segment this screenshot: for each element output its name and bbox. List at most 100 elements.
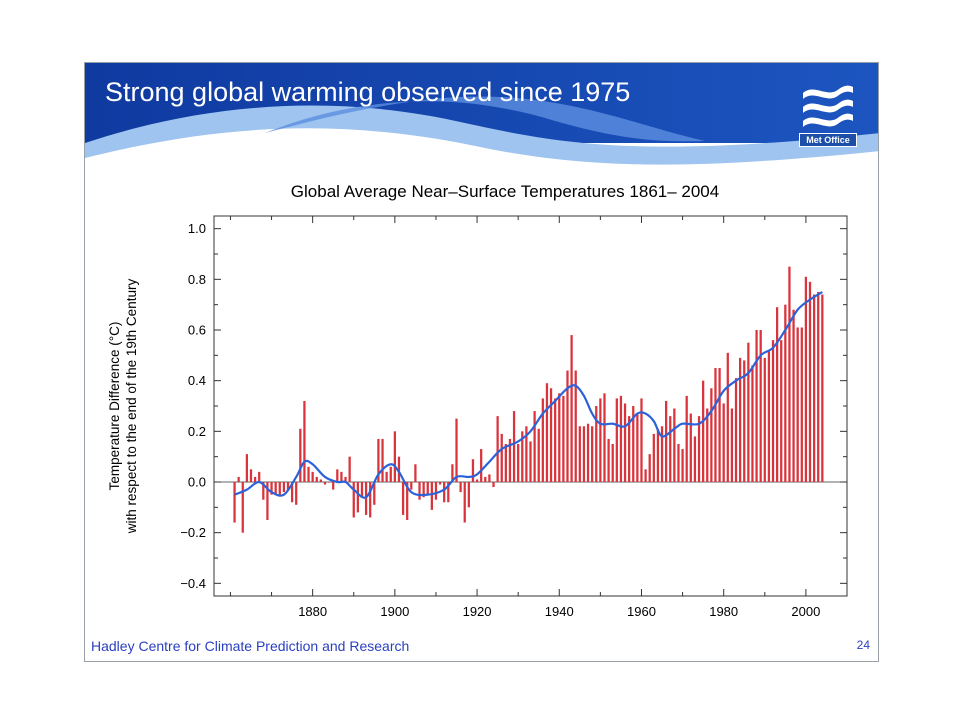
bar <box>549 388 553 482</box>
page-number: 24 <box>856 638 870 652</box>
bar <box>739 357 742 482</box>
bar <box>393 431 396 482</box>
y-tick-label: 0.2 <box>188 424 206 439</box>
bar <box>410 482 413 490</box>
bar <box>290 482 294 503</box>
bar <box>434 482 438 500</box>
bar <box>541 398 544 482</box>
bar <box>780 340 783 482</box>
bar <box>323 482 327 485</box>
x-tick-label: 1880 <box>298 604 327 619</box>
bar <box>389 466 392 482</box>
bar <box>792 309 795 482</box>
bar <box>681 449 684 482</box>
bar <box>578 426 581 482</box>
bar <box>644 469 647 482</box>
x-tick-label: 1940 <box>545 604 574 619</box>
bar <box>295 482 298 505</box>
x-tick-label: 1960 <box>627 604 656 619</box>
bar <box>369 482 372 518</box>
y-axis: −0.4 −0.2 0.0 0.2 0.4 0.6 0.8 1.0 <box>180 221 847 591</box>
bar <box>714 368 717 482</box>
bar <box>418 482 421 500</box>
y-tick-label: 0.4 <box>188 373 206 388</box>
bar <box>447 482 450 503</box>
bar <box>730 408 734 482</box>
bar <box>327 482 331 483</box>
bar <box>603 393 606 482</box>
bar <box>570 335 573 482</box>
bar <box>751 365 754 482</box>
x-tick-label: 1920 <box>463 604 492 619</box>
bar <box>332 482 335 490</box>
bar <box>767 350 771 482</box>
bar <box>665 400 668 482</box>
bar <box>788 266 791 482</box>
bar <box>759 330 762 482</box>
bar <box>344 476 347 482</box>
met-office-waves-icon <box>803 85 853 127</box>
bar <box>656 428 660 482</box>
bar <box>356 482 359 513</box>
bar <box>554 398 557 482</box>
bar <box>488 474 491 482</box>
bar <box>636 413 639 482</box>
bar <box>463 482 466 523</box>
bar <box>652 433 655 482</box>
bar <box>249 469 253 482</box>
y-tick-label: 0.6 <box>188 323 206 338</box>
title-banner <box>85 63 878 173</box>
bar <box>775 307 779 482</box>
bar <box>710 388 713 482</box>
bar <box>755 330 758 482</box>
bar <box>422 482 425 498</box>
x-tick-label: 1900 <box>380 604 409 619</box>
bar <box>455 418 458 482</box>
bar <box>685 395 688 482</box>
bar <box>282 482 286 493</box>
bar <box>475 479 479 482</box>
bar <box>278 482 281 495</box>
bar <box>414 464 417 482</box>
bar <box>340 471 343 482</box>
bar <box>360 482 364 498</box>
bar <box>800 327 803 482</box>
bar <box>299 428 302 482</box>
temperature-chart: Global Average Near–Surface Temperatures… <box>107 182 848 619</box>
y-axis-label-line2: with respect to the end of the 19th Cent… <box>124 279 139 535</box>
bar <box>270 482 273 495</box>
bar <box>245 454 249 482</box>
bar <box>623 403 627 482</box>
bar <box>812 294 816 482</box>
bar <box>529 441 532 482</box>
bar <box>591 426 594 482</box>
bar <box>615 398 618 482</box>
bar <box>743 360 746 482</box>
logo-wave-2 <box>803 99 853 113</box>
bar-series <box>233 266 824 533</box>
bar <box>467 482 470 508</box>
logo-wave-3 <box>803 113 853 127</box>
bar <box>315 476 318 482</box>
bar <box>566 370 569 482</box>
bar <box>373 482 376 505</box>
bar <box>640 398 643 482</box>
bar <box>784 304 787 482</box>
bar <box>660 426 664 482</box>
chart-title: Global Average Near–Surface Temperatures… <box>291 182 719 201</box>
bar <box>241 482 244 533</box>
bar <box>426 482 429 495</box>
bar <box>586 423 590 482</box>
bar <box>632 406 635 482</box>
bar <box>253 476 257 482</box>
bar <box>817 292 820 482</box>
bar <box>500 433 503 482</box>
bar <box>471 459 475 482</box>
bar <box>611 444 614 482</box>
bar <box>504 444 507 482</box>
y-tick-label: 0.0 <box>188 475 206 490</box>
bar <box>352 482 355 518</box>
bar <box>492 482 495 488</box>
bar <box>562 395 565 482</box>
bar <box>545 383 549 482</box>
